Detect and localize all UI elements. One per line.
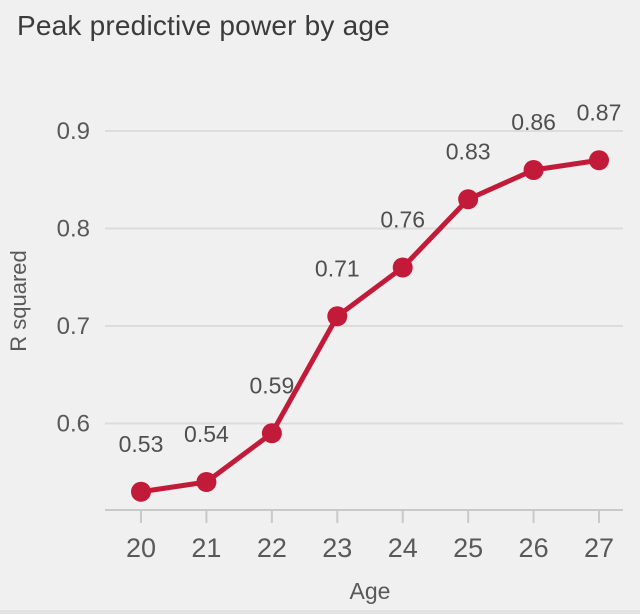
- data-point-label: 0.71: [315, 255, 360, 281]
- data-point-label: 0.54: [184, 421, 229, 447]
- y-tick-label: 0.9: [57, 118, 90, 145]
- data-point: [589, 150, 610, 171]
- data-point: [327, 306, 348, 327]
- x-tick-label: 22: [257, 533, 287, 563]
- x-tick-label: 26: [519, 533, 549, 563]
- data-point: [261, 423, 282, 444]
- x-tick-label: 20: [126, 533, 156, 563]
- y-tick-label: 0.7: [57, 313, 90, 340]
- data-point-label: 0.87: [577, 99, 622, 125]
- data-point: [131, 481, 151, 502]
- data-point-label: 0.86: [511, 109, 556, 135]
- data-point-label: 0.76: [380, 207, 425, 233]
- card-bottom-edge: [0, 610, 640, 614]
- data-point-label: 0.83: [446, 138, 491, 164]
- y-tick-label: 0.8: [57, 216, 90, 243]
- x-tick-label: 23: [322, 533, 352, 563]
- data-point-label: 0.53: [119, 431, 164, 457]
- x-tick-label: 21: [191, 533, 221, 563]
- y-tick-label: 0.6: [57, 411, 90, 438]
- x-axis-title: Age: [350, 578, 391, 604]
- chart-title: Peak predictive power by age: [17, 10, 390, 41]
- y-axis-title: R squared: [6, 250, 31, 352]
- series-line: [138, 157, 602, 495]
- data-point: [523, 160, 544, 180]
- x-tick-label: 24: [388, 533, 418, 563]
- data-point-label: 0.59: [249, 372, 294, 398]
- data-point: [196, 472, 217, 492]
- data-point: [392, 257, 413, 278]
- x-tick-label: 25: [453, 533, 483, 563]
- data-point: [458, 189, 479, 210]
- x-tick-label: 27: [584, 533, 614, 563]
